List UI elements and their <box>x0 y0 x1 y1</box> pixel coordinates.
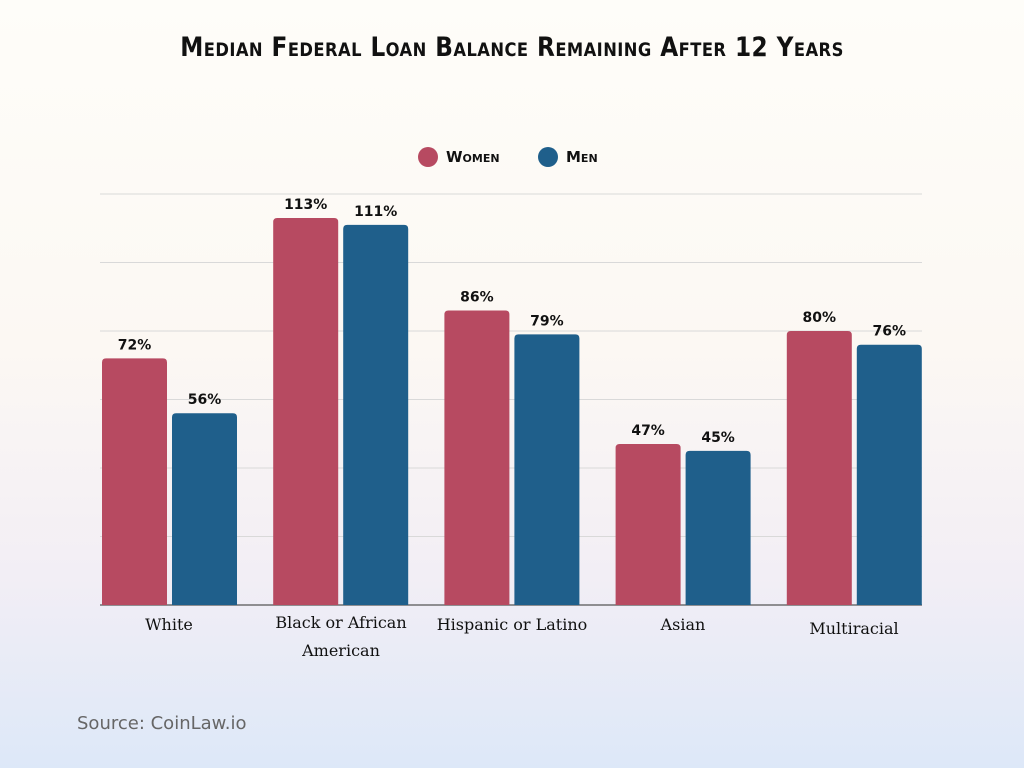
legend-label-women: Women <box>446 148 500 166</box>
bar-women-2 <box>444 310 510 605</box>
bar-men-2 <box>514 334 580 605</box>
data-label-men-2: 79% <box>530 313 564 329</box>
data-label-men-4: 76% <box>873 324 907 340</box>
category-label-multiracial: Multiracial <box>809 619 899 638</box>
data-label-women-0: 72% <box>118 337 152 353</box>
category-label-hispanic: Hispanic or Latino <box>436 615 588 634</box>
legend-swatch-women <box>418 147 438 167</box>
data-label-women-1: 113% <box>284 197 327 213</box>
source-note: Source: CoinLaw.io <box>77 713 247 734</box>
legend-swatch-men <box>538 147 558 167</box>
legend-item-men: Men <box>538 147 598 167</box>
bar-men-1 <box>343 224 409 605</box>
data-label-men-3: 45% <box>701 430 735 446</box>
category-label-white: White <box>145 615 193 634</box>
bar-women-0 <box>102 358 167 605</box>
legend-label-men: Men <box>566 148 598 166</box>
data-label-men-0: 56% <box>188 392 222 408</box>
category-label-black: Black or African American <box>275 613 407 660</box>
chart-title: Median Federal Loan Balance Remaining Af… <box>180 32 844 63</box>
bar-men-0 <box>172 413 237 605</box>
category-label-asian: Asian <box>660 615 706 634</box>
bar-women-3 <box>615 444 681 605</box>
bar-women-4 <box>786 331 852 605</box>
legend-item-women: Women <box>418 147 500 167</box>
bar-women-1 <box>273 217 339 605</box>
data-label-women-4: 80% <box>803 310 837 326</box>
bar-men-3 <box>685 450 751 605</box>
data-label-women-3: 47% <box>631 423 665 439</box>
data-label-men-1: 111% <box>354 204 397 220</box>
bar-men-4 <box>856 344 922 605</box>
data-label-women-2: 86% <box>460 289 494 305</box>
